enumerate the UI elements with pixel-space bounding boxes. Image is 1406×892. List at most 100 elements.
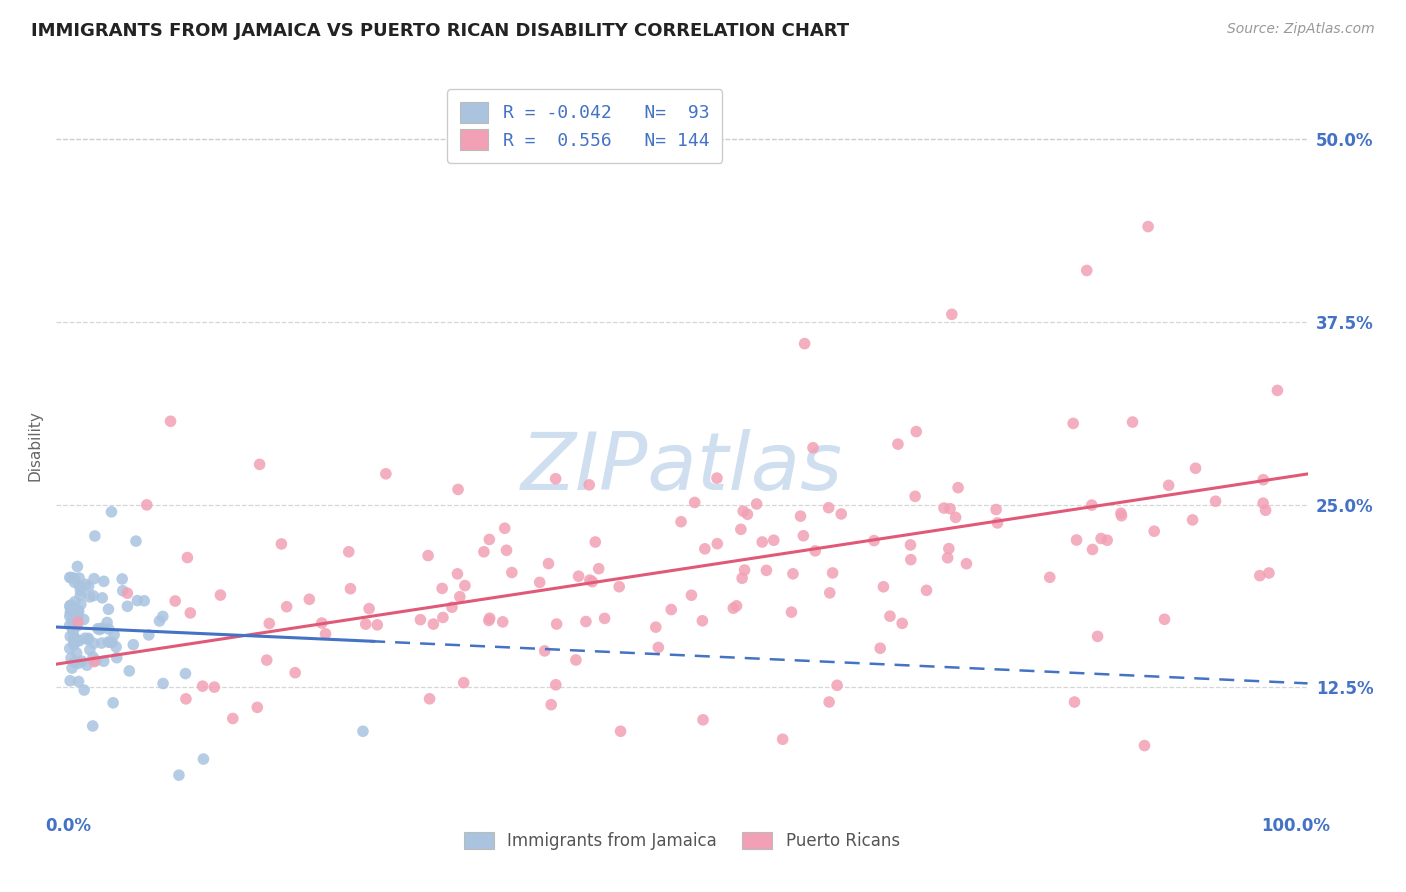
Point xyxy=(125,534,148,549)
Point xyxy=(647,640,669,655)
Point xyxy=(354,617,377,632)
Point xyxy=(546,617,568,632)
Point xyxy=(419,691,441,706)
Point xyxy=(1258,566,1281,580)
Point xyxy=(478,614,501,628)
Point xyxy=(692,614,714,628)
Point xyxy=(409,613,432,627)
Point xyxy=(60,661,83,675)
Point xyxy=(284,665,307,680)
Point xyxy=(683,495,706,509)
Point xyxy=(66,633,89,648)
Point xyxy=(127,593,149,607)
Point xyxy=(1039,570,1062,584)
Point xyxy=(1087,629,1109,643)
Point xyxy=(90,636,112,650)
Point xyxy=(63,638,86,652)
Point xyxy=(66,615,89,629)
Point xyxy=(101,696,124,710)
Point xyxy=(804,544,827,558)
Point xyxy=(863,533,886,548)
Point xyxy=(447,483,470,497)
Point xyxy=(73,612,96,626)
Point xyxy=(936,550,959,565)
Point xyxy=(745,497,768,511)
Point xyxy=(87,622,110,636)
Point xyxy=(83,636,105,650)
Point xyxy=(801,441,824,455)
Point xyxy=(900,552,922,566)
Point xyxy=(152,676,174,690)
Y-axis label: Disability: Disability xyxy=(27,410,42,482)
Point xyxy=(472,545,495,559)
Point xyxy=(1181,513,1204,527)
Point xyxy=(67,571,90,585)
Point xyxy=(1184,461,1206,475)
Point xyxy=(66,559,89,574)
Point xyxy=(1267,384,1289,398)
Point xyxy=(772,732,794,747)
Point xyxy=(821,566,844,580)
Point xyxy=(339,582,361,596)
Point xyxy=(63,575,86,590)
Point xyxy=(82,589,104,603)
Point xyxy=(65,646,87,660)
Point xyxy=(122,638,145,652)
Point xyxy=(66,610,89,624)
Point xyxy=(76,658,98,673)
Point xyxy=(1153,612,1175,626)
Point xyxy=(692,713,714,727)
Point xyxy=(537,557,560,571)
Text: Source: ZipAtlas.com: Source: ZipAtlas.com xyxy=(1227,22,1375,37)
Point xyxy=(98,635,121,649)
Point xyxy=(751,535,773,549)
Point xyxy=(67,578,90,592)
Point xyxy=(62,615,84,630)
Point xyxy=(96,615,118,630)
Point xyxy=(422,617,444,632)
Point xyxy=(1251,496,1274,510)
Point xyxy=(544,678,567,692)
Point xyxy=(669,515,692,529)
Point xyxy=(432,610,454,624)
Point xyxy=(79,590,101,604)
Point xyxy=(138,628,160,642)
Point xyxy=(430,582,453,596)
Point xyxy=(111,572,134,586)
Point xyxy=(352,724,374,739)
Point xyxy=(97,622,120,636)
Point xyxy=(792,529,814,543)
Point xyxy=(762,533,785,548)
Point xyxy=(900,538,922,552)
Point xyxy=(63,630,86,644)
Point xyxy=(73,632,96,646)
Point xyxy=(62,622,84,636)
Point xyxy=(62,624,84,638)
Point xyxy=(986,516,1008,530)
Point xyxy=(167,768,190,782)
Point xyxy=(1133,739,1156,753)
Point xyxy=(135,498,157,512)
Point xyxy=(60,614,83,628)
Point xyxy=(941,307,963,321)
Point xyxy=(818,586,841,600)
Point xyxy=(818,695,841,709)
Point xyxy=(67,603,90,617)
Point xyxy=(83,572,105,586)
Point xyxy=(59,609,82,624)
Point xyxy=(607,580,630,594)
Point xyxy=(193,752,215,766)
Point xyxy=(97,602,120,616)
Point xyxy=(93,654,115,668)
Point xyxy=(67,657,90,671)
Point xyxy=(737,508,759,522)
Point xyxy=(1122,415,1144,429)
Point xyxy=(659,602,682,616)
Point xyxy=(780,605,803,619)
Point xyxy=(174,666,197,681)
Point xyxy=(63,637,86,651)
Point xyxy=(69,597,91,611)
Point xyxy=(904,489,927,503)
Point xyxy=(825,678,848,692)
Point xyxy=(789,509,811,524)
